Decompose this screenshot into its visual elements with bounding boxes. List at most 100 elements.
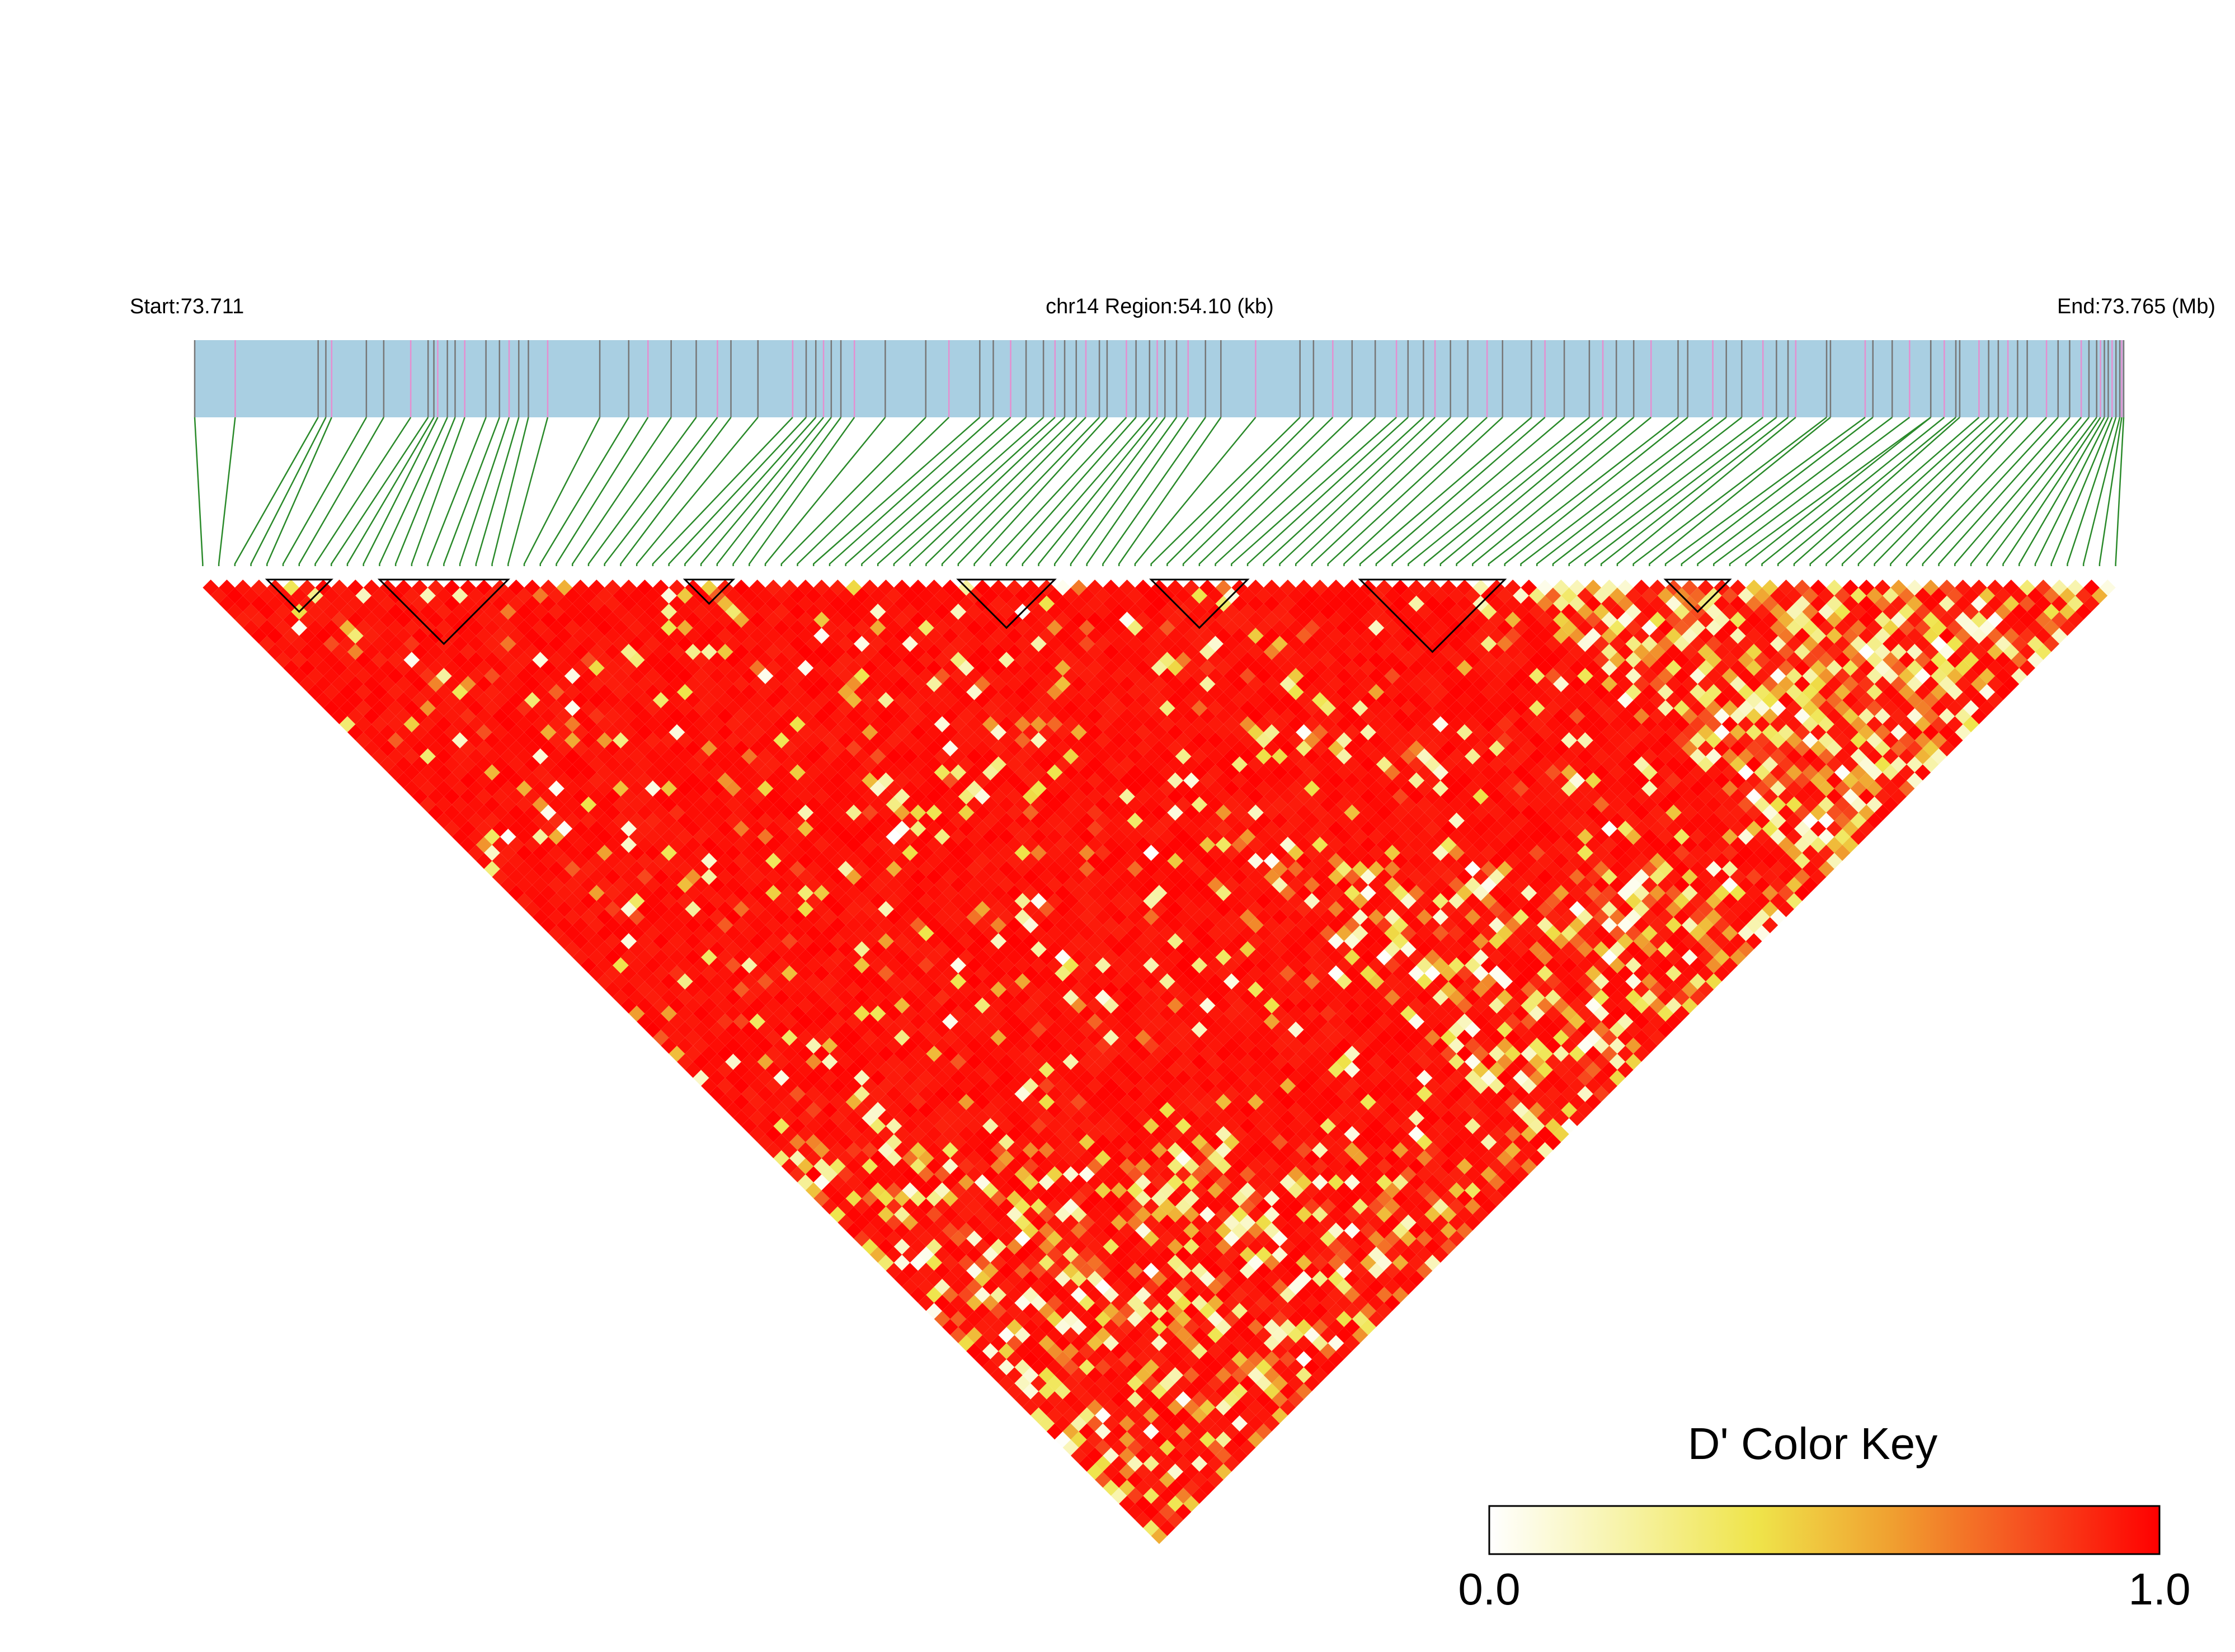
ld-cell — [564, 829, 581, 845]
snp-connector — [1215, 417, 1376, 566]
snp-connector — [1874, 417, 2018, 566]
ld-cell — [548, 860, 564, 877]
ld-cell — [893, 1110, 910, 1126]
ld-cell — [893, 1126, 910, 1142]
snp-connector — [363, 417, 439, 566]
ld-cell — [540, 740, 557, 757]
ld-cell — [420, 684, 436, 700]
ld-cell — [588, 933, 605, 949]
ld-cell — [492, 708, 509, 724]
ld-cell — [387, 668, 404, 684]
ld-cell — [460, 676, 476, 693]
ld-cell — [540, 788, 557, 805]
ld-cell — [588, 836, 605, 853]
snp-connector — [443, 417, 500, 566]
ld-cell — [283, 628, 299, 644]
ld-cell — [982, 1214, 999, 1231]
ld-cell — [588, 772, 605, 789]
ld-cell — [620, 884, 637, 901]
snp-marker-lines — [194, 340, 2125, 417]
snp-connector — [2098, 417, 2123, 566]
ld-cell — [1014, 1359, 1031, 1376]
snp-connector — [1391, 417, 1565, 566]
ld-cell — [709, 1005, 726, 1022]
ld-cell — [862, 1222, 878, 1239]
snp-connector — [2050, 417, 2113, 566]
snp-connector — [427, 417, 487, 566]
ld-cell — [918, 1102, 934, 1118]
ld-cell — [773, 1053, 790, 1070]
ld-cell — [1103, 1319, 1119, 1335]
ld-cell — [476, 756, 492, 773]
snp-connector — [1375, 417, 1546, 566]
snp-connector — [797, 417, 950, 566]
snp-connector — [1745, 417, 1931, 566]
ld-cell — [620, 933, 637, 949]
ld-cell — [982, 1150, 999, 1166]
ld-cell — [677, 957, 693, 973]
ld-cell — [1103, 1303, 1119, 1319]
ld-cell — [427, 611, 444, 628]
ld-cell — [1038, 1351, 1055, 1367]
ld-cell — [371, 716, 388, 732]
ld-cell — [773, 1150, 790, 1166]
snp-connector — [861, 417, 1027, 566]
ld-cell — [524, 884, 540, 901]
ld-cell — [492, 692, 509, 708]
snp-connector — [1231, 417, 1397, 566]
snp-connector — [218, 417, 236, 566]
ld-cell — [403, 780, 420, 797]
ld-cell — [1038, 1287, 1055, 1303]
ld-cell — [1014, 1327, 1031, 1343]
ld-cell — [966, 1134, 982, 1151]
ld-cell — [829, 1062, 846, 1078]
ld-cell — [508, 756, 525, 773]
ld-cell — [1070, 1335, 1087, 1352]
ld-cell — [1038, 1239, 1055, 1255]
ld-cell — [893, 1174, 910, 1190]
snp-connector — [507, 417, 549, 566]
ld-cell — [1135, 1335, 1151, 1352]
ld-cell — [403, 700, 420, 717]
ld-cell — [427, 772, 444, 789]
snp-connector — [234, 417, 319, 566]
ld-cell — [355, 732, 372, 749]
ld-cell — [741, 973, 757, 990]
ld-cell — [1038, 1383, 1055, 1400]
ld-cell — [460, 643, 476, 660]
ld-cell — [918, 1118, 934, 1135]
ld-cell — [893, 1239, 910, 1255]
ld-cell — [371, 604, 388, 620]
ld-cell — [950, 1278, 967, 1295]
ld-cell — [918, 1263, 934, 1279]
ld-cell — [620, 901, 637, 917]
ld-cell — [1014, 1263, 1031, 1279]
ld-cell — [1070, 1383, 1087, 1400]
ld-cell — [403, 668, 420, 684]
snp-connector — [1456, 417, 1635, 566]
ld-cell — [652, 997, 669, 1014]
ld-cell — [1135, 1367, 1151, 1383]
ld-cell — [862, 1046, 878, 1062]
ld-cell — [492, 756, 509, 773]
ld-cell — [1135, 1319, 1151, 1335]
ld-cell — [564, 845, 581, 861]
ld-cell — [709, 1070, 726, 1086]
ld-cell — [548, 812, 564, 829]
ld-cell — [564, 812, 581, 829]
ld-cell — [460, 692, 476, 708]
ld-cell — [444, 676, 460, 693]
ld-cell — [508, 772, 525, 789]
ld-cell — [323, 652, 340, 669]
snp-connector — [1198, 417, 1353, 566]
ld-cell — [677, 877, 693, 893]
ld-cell — [773, 1086, 790, 1102]
snp-connector — [780, 417, 926, 566]
ld-cell — [829, 1029, 846, 1046]
ld-cell — [476, 724, 492, 741]
ld-cell — [862, 1094, 878, 1110]
snp-connector — [1536, 417, 1727, 566]
ld-cell — [234, 611, 251, 628]
ld-cell — [444, 660, 460, 676]
ld-cell — [1038, 1367, 1055, 1383]
